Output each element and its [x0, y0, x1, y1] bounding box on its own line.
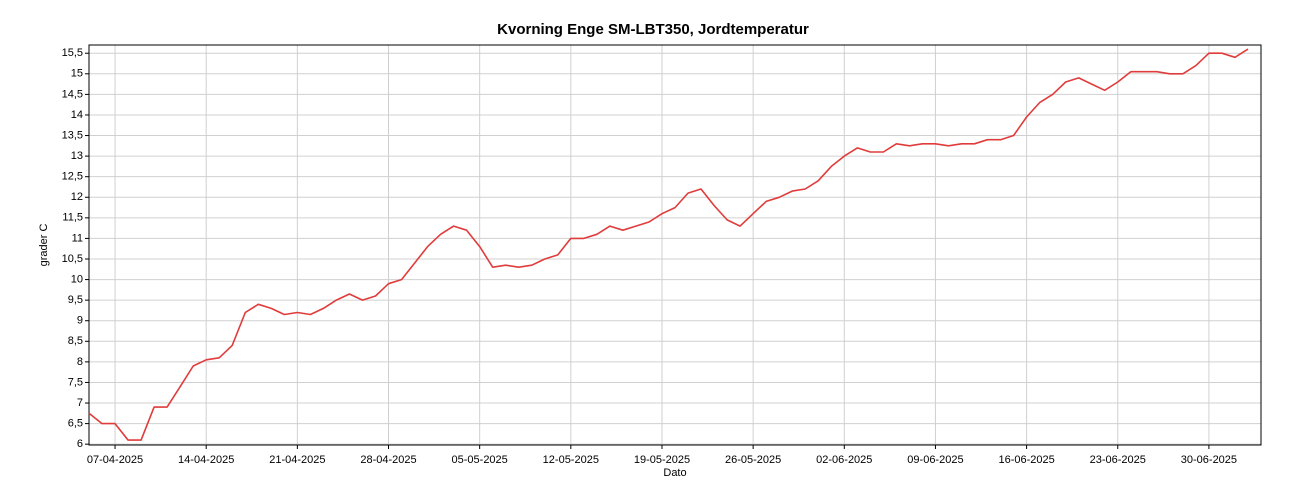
y-axis-label: grader C: [38, 224, 50, 267]
data-line: [88, 48, 1249, 441]
x-tick-label: 23-06-2025: [1090, 454, 1146, 466]
y-tick-label: 14,5: [62, 88, 83, 100]
x-tick-label: 30-06-2025: [1181, 454, 1237, 466]
y-tick-label: 10: [71, 273, 83, 285]
y-tick-label: 13: [71, 150, 83, 162]
y-tick-label: 7,5: [68, 376, 83, 388]
x-tick-label: 21-04-2025: [269, 454, 325, 466]
x-tick-label: 26-05-2025: [725, 454, 781, 466]
y-tick-label: 11: [72, 232, 83, 244]
x-tick-label: 14-04-2025: [178, 454, 234, 466]
x-tick-label: 05-05-2025: [452, 454, 508, 466]
x-tick-label: 19-05-2025: [634, 454, 690, 466]
y-tick-label: 12,5: [62, 171, 83, 183]
y-tick-label: 13,5: [62, 129, 83, 141]
y-tick-label: 9,5: [68, 294, 83, 306]
y-tick-label: 11,5: [62, 212, 83, 224]
y-tick-label: 8,5: [68, 335, 83, 347]
y-tick-label: 12: [71, 191, 83, 203]
y-tick-label: 9: [77, 315, 83, 327]
x-tick-label: 02-06-2025: [816, 454, 872, 466]
y-tick-label: 10,5: [62, 253, 83, 265]
y-tick-label: 6,5: [68, 418, 83, 430]
y-tick-label: 15: [71, 68, 83, 80]
chart-title: Kvorning Enge SM-LBT350, Jordtemperatur: [497, 21, 809, 38]
y-tick-label: 7: [77, 397, 83, 409]
plot-border: [88, 44, 1262, 446]
x-tick-label: 16-06-2025: [998, 454, 1054, 466]
y-tick-label: 15,5: [62, 47, 83, 59]
y-tick-label: 14: [71, 109, 83, 121]
x-tick-label: 28-04-2025: [360, 454, 416, 466]
y-tick-label: 8: [77, 356, 83, 368]
x-tick-label: 07-04-2025: [87, 454, 143, 466]
x-tick-label: 09-06-2025: [907, 454, 963, 466]
x-axis-label: Dato: [663, 467, 686, 479]
x-tick-label: 12-05-2025: [543, 454, 599, 466]
y-tick-label: 6: [77, 438, 83, 450]
